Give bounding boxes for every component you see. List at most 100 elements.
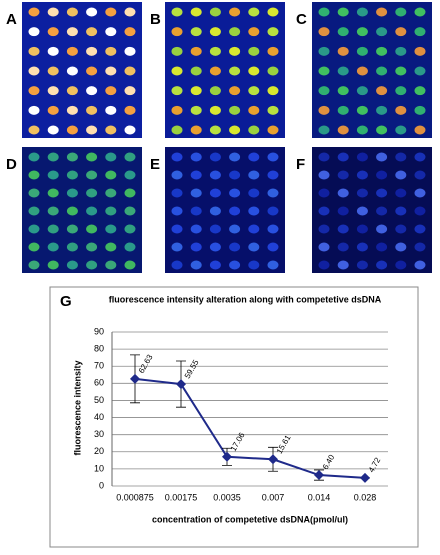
array-spot: [47, 152, 59, 162]
array-spot: [395, 66, 407, 76]
array-spot: [47, 188, 59, 198]
array-spot: [47, 86, 59, 96]
array-spot: [190, 105, 202, 115]
array-spot: [248, 260, 260, 270]
panel-label: G: [60, 293, 72, 310]
array-spot: [28, 188, 40, 198]
array-spot: [229, 66, 241, 76]
array-spot: [190, 66, 202, 76]
array-spot: [318, 242, 330, 252]
array-spot: [66, 7, 78, 17]
array-spot: [124, 66, 136, 76]
array-spot: [47, 66, 59, 76]
y-tick-label: 0: [99, 480, 104, 490]
array-spot: [209, 7, 221, 17]
array-spot: [209, 125, 221, 135]
array-spot: [105, 188, 117, 198]
y-tick-label: 20: [94, 446, 104, 456]
array-spot: [86, 86, 98, 96]
array-spot: [356, 7, 368, 17]
array-spot: [86, 242, 98, 252]
array-spot: [267, 86, 279, 96]
array-spot: [229, 170, 241, 180]
array-spot: [248, 206, 260, 216]
array-spot: [209, 242, 221, 252]
array-spot: [318, 224, 330, 234]
array-spot: [105, 27, 117, 37]
array-spot: [28, 86, 40, 96]
array-spot: [414, 7, 426, 17]
array-spot: [248, 105, 260, 115]
array-spot: [356, 206, 368, 216]
array-spot: [124, 27, 136, 37]
array-spot: [356, 224, 368, 234]
array-spot: [248, 86, 260, 96]
array-spot: [376, 105, 388, 115]
array-spot: [267, 242, 279, 252]
array-spot: [414, 125, 426, 135]
data-point: [176, 379, 186, 390]
array-spot: [171, 206, 183, 216]
array-spot: [171, 66, 183, 76]
array-spot: [248, 242, 260, 252]
array-spot: [248, 46, 260, 56]
array-spot: [86, 188, 98, 198]
panel-label: E: [150, 156, 160, 173]
array-spot: [337, 66, 349, 76]
array-spot: [209, 224, 221, 234]
array-spot: [124, 260, 136, 270]
array-spot: [47, 242, 59, 252]
array-spot: [190, 170, 202, 180]
array-spot: [28, 46, 40, 56]
array-spot: [414, 105, 426, 115]
array-spot: [190, 206, 202, 216]
array-spot: [376, 242, 388, 252]
array-spot: [318, 152, 330, 162]
array-spot: [86, 7, 98, 17]
array-spot: [414, 86, 426, 96]
array-spot: [209, 188, 221, 198]
array-spot: [229, 7, 241, 17]
y-axis-label: fluorescence intensity: [72, 360, 82, 455]
array-spot: [124, 105, 136, 115]
array-spot: [66, 105, 78, 115]
array-spot: [105, 242, 117, 252]
array-spot: [229, 27, 241, 37]
array-spot: [86, 260, 98, 270]
array-spot: [124, 206, 136, 216]
array-spot: [356, 66, 368, 76]
array-spot: [171, 46, 183, 56]
array-image: [165, 147, 285, 273]
array-spot: [248, 224, 260, 234]
x-tick-label: 0.014: [308, 492, 331, 502]
array-spot: [209, 46, 221, 56]
array-spot: [376, 170, 388, 180]
array-spot: [414, 27, 426, 37]
y-tick-label: 90: [94, 326, 104, 336]
array-spot: [105, 105, 117, 115]
array-spot: [337, 86, 349, 96]
array-spot: [28, 224, 40, 234]
array-spot: [209, 105, 221, 115]
data-point: [222, 451, 232, 462]
array-spot: [190, 152, 202, 162]
data-point: [314, 470, 324, 481]
array-spot: [124, 224, 136, 234]
array-spot: [356, 152, 368, 162]
array-spot: [47, 260, 59, 270]
array-spot: [229, 206, 241, 216]
array-spot: [267, 224, 279, 234]
array-spot: [318, 125, 330, 135]
array-spot: [414, 224, 426, 234]
array-spot: [318, 7, 330, 17]
array-spot: [337, 170, 349, 180]
array-spot: [124, 125, 136, 135]
array-spot: [267, 125, 279, 135]
array-spot: [248, 170, 260, 180]
array-spot: [171, 27, 183, 37]
array-spot: [318, 27, 330, 37]
array-spot: [105, 125, 117, 135]
array-spot: [395, 188, 407, 198]
array-spot: [229, 188, 241, 198]
array-spot: [318, 206, 330, 216]
